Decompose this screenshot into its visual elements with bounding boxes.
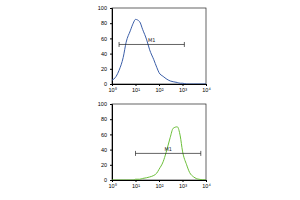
y-tick: 100 [98,101,112,107]
histogram-line [112,127,206,180]
y-tick-label: 0 [104,177,107,183]
x-tick-label: 10⁴ [202,87,211,93]
y-axis-line [110,9,113,85]
y-tick-label: 60 [101,36,107,42]
y-tick-label: 0 [104,81,107,87]
y-tick-label: 80 [101,20,107,26]
y-tick-mark [110,38,112,39]
y-tick: 80 [101,116,112,122]
y-tick-mark [110,165,112,166]
x-tick: 10¹ [132,180,140,189]
y-tick: 0 [104,177,112,183]
x-tick-mark [136,180,137,182]
x-tick: 10¹ [132,84,140,93]
figure: 10⁰10¹10²10³10⁴020406080100M110⁰10¹10²10… [0,0,300,200]
y-axis: 0 20 40 60 80 100 [98,101,113,183]
y-tick-mark [110,23,112,24]
x-tick-label: 10¹ [132,87,140,93]
y-tick-mark [110,104,112,105]
y-tick-label: 80 [101,116,107,122]
y-tick-mark [110,150,112,151]
y-tick-label: 40 [101,51,107,57]
x-tick: 10² [156,84,164,93]
x-tick: 10² [156,180,164,189]
gate-label: M1 [148,37,156,43]
x-axis-line [113,181,207,183]
x-tick-mark [159,84,160,86]
x-tick: 10³ [179,180,187,189]
x-tick: 10⁴ [202,84,211,93]
x-tick-mark [206,180,207,182]
x-tick-label: 10⁰ [108,87,116,93]
x-axis-line [113,85,207,87]
y-tick-label: 20 [101,162,107,168]
y-tick-label: 100 [98,5,107,11]
y-tick-label: 20 [101,66,107,72]
x-tick: 10⁴ [202,180,211,189]
x-tick-label: 10³ [179,183,187,189]
panel: 10⁰ 10¹ 10² 10³ 10⁴ 0 20 40 60 80 100 M1 [98,5,212,93]
y-tick-label: 40 [101,147,107,153]
y-tick-mark [110,84,112,85]
x-tick-label: 10² [156,87,164,93]
y-tick: 100 [98,5,112,11]
x-tick: 10⁰ [108,180,116,189]
y-axis-line [110,105,113,181]
x-tick-label: 10⁰ [108,183,116,189]
y-tick-mark [110,69,112,70]
y-tick-mark [110,180,112,181]
y-axis: 0 20 40 60 80 100 [98,5,113,87]
histogram-line [112,19,206,84]
y-tick: 40 [101,147,112,153]
y-tick-mark [110,134,112,135]
plot-area [112,19,206,84]
x-tick-label: 10² [156,183,164,189]
plot-frame [112,8,206,84]
x-tick-label: 10⁴ [202,183,211,189]
x-tick-label: 10¹ [132,183,140,189]
x-axis: 10⁰ 10¹ 10² 10³ 10⁴ [108,180,211,189]
y-tick: 60 [101,36,112,42]
x-tick-mark [136,84,137,86]
y-tick-label: 100 [98,101,107,107]
x-tick-mark [206,84,207,86]
y-tick: 20 [101,66,112,72]
y-tick-mark [110,8,112,9]
x-tick-mark [183,180,184,182]
y-tick-label: 60 [101,132,107,138]
y-tick: 40 [101,51,112,57]
plot-frame [112,104,206,180]
plot-area [112,127,206,180]
x-tick-mark [159,180,160,182]
x-tick-label: 10³ [179,87,187,93]
x-tick: 10⁰ [108,84,116,93]
x-axis: 10⁰ 10¹ 10² 10³ 10⁴ [108,84,211,93]
y-tick-mark [110,119,112,120]
x-tick-mark [183,84,184,86]
y-tick: 0 [104,81,112,87]
y-tick: 60 [101,132,112,138]
y-tick: 20 [101,162,112,168]
gate-label: M1 [164,146,172,152]
y-tick-mark [110,54,112,55]
panel: 10⁰ 10¹ 10² 10³ 10⁴ 0 20 40 60 80 100 M1 [98,101,212,189]
x-tick: 10³ [179,84,187,93]
y-tick: 80 [101,20,112,26]
